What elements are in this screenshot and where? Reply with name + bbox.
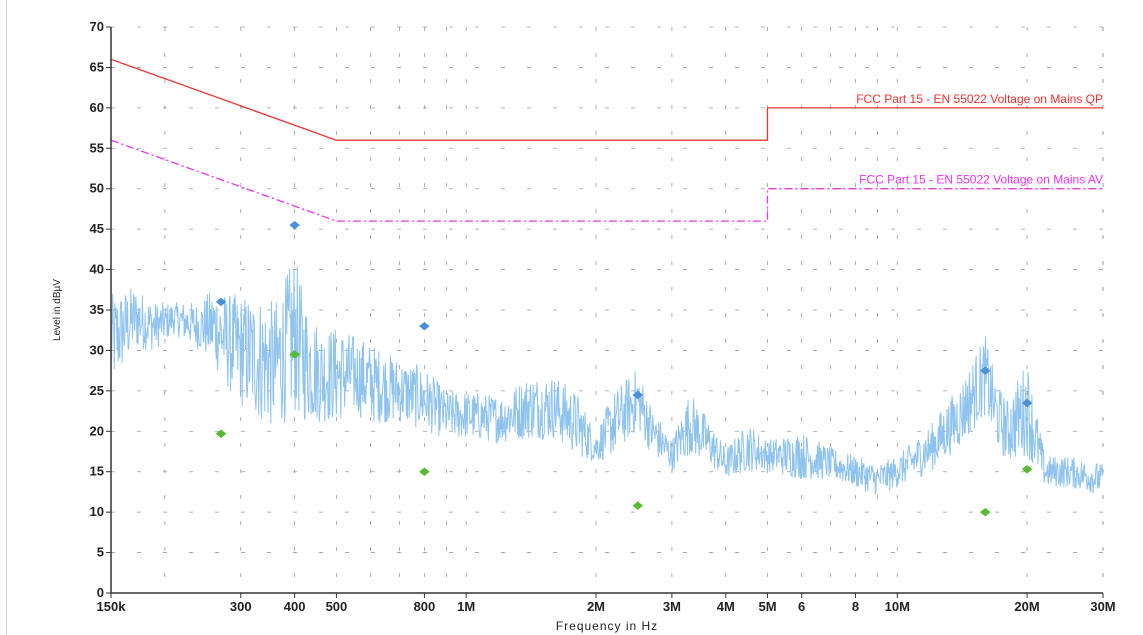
y-tick-label: 70 [90, 19, 104, 34]
y-tick-label: 20 [90, 423, 104, 438]
grid [111, 26, 1104, 593]
x-tick-label: 2M [587, 599, 605, 614]
qp-marker [289, 220, 301, 230]
av-marker [632, 501, 644, 510]
av-marker [979, 507, 991, 517]
av-marker [419, 467, 430, 477]
y-tick-label: 10 [90, 504, 104, 519]
av-marker [289, 350, 301, 359]
y-tick-label: 40 [90, 262, 104, 277]
qp-marker [419, 321, 430, 331]
x-tick-labels: 150k 300 400 500 800 1M 2M 3M 4M 5M 6 8 10M 20M 30M [97, 593, 1116, 614]
spectrum-trace [110, 266, 1104, 495]
y-tick-label: 15 [90, 464, 104, 479]
markers [215, 220, 1033, 517]
qp-marker [1021, 398, 1033, 408]
y-tick-label: 55 [90, 140, 104, 155]
y-tick-label: 0 [97, 585, 104, 600]
x-tick-label: 30M [1090, 599, 1115, 614]
spectrum-line [110, 266, 1104, 495]
x-tick-label: 1M [457, 599, 475, 614]
x-tick-label: 4M [717, 599, 735, 614]
x-tick-label: 500 [326, 599, 348, 614]
x-tick-label: 5M [758, 599, 776, 614]
y-tick-label: 5 [97, 545, 104, 560]
av-limit-label: FCC Part 15 - EN 55022 Voltage on Mains … [859, 173, 1103, 187]
x-tick-label: 3M [663, 599, 681, 614]
y-tick-label: 30 [90, 342, 104, 357]
x-tick-label: 6 [798, 599, 805, 614]
qp-marker [979, 366, 991, 375]
x-tick-label: 20M [1014, 599, 1039, 614]
y-tick-label: 35 [90, 302, 104, 317]
y-tick-label: 60 [90, 100, 104, 115]
qp-limit-line [110, 58, 1103, 141]
qp-marker [215, 297, 227, 307]
x-axis-label: Frequency in Hz [556, 619, 658, 633]
y-tick-label: 65 [90, 59, 104, 74]
qp-marker [632, 390, 644, 400]
qp-limit-label: FCC Part 15 - EN 55022 Voltage on Mains … [856, 92, 1103, 106]
y-tick-labels: 0 5 10 15 20 25 30 35 40 45 50 55 60 65 70 [90, 19, 111, 600]
x-tick-label: 10M [885, 599, 910, 614]
av-marker [1021, 464, 1033, 474]
x-tick-label: 800 [414, 599, 436, 614]
x-tick-label: 8 [852, 599, 859, 614]
x-tick-label: 300 [230, 599, 252, 614]
y-tick-label: 25 [90, 383, 104, 398]
x-tick-label: 400 [284, 599, 306, 614]
x-tick-label: 150k [97, 599, 127, 614]
limit-lines [110, 58, 1103, 222]
av-marker [215, 429, 227, 439]
limit-labels: FCC Part 15 - EN 55022 Voltage on Mains … [856, 92, 1103, 187]
y-tick-label: 45 [90, 221, 104, 236]
y-axis-label: Level in dBµV [52, 279, 63, 341]
window-edge-rule [6, 0, 7, 635]
y-tick-label: 50 [90, 181, 104, 196]
